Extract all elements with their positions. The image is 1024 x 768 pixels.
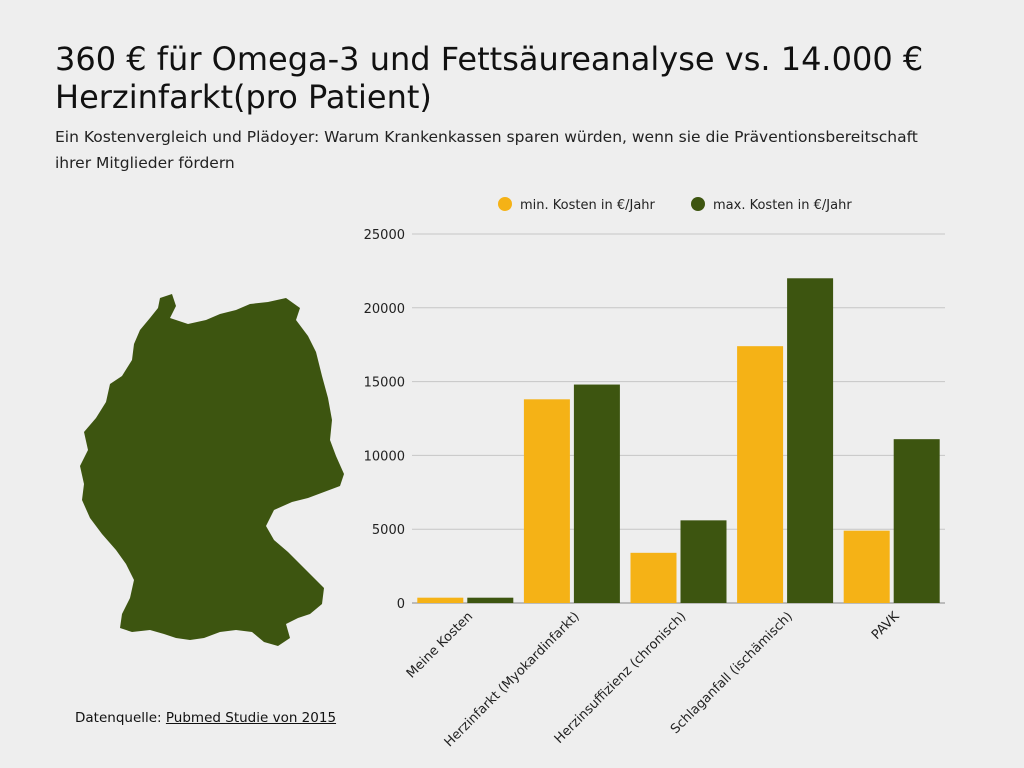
y-tick-label: 25000 (364, 228, 405, 243)
bar (787, 278, 834, 603)
page-title: 360 € für Omega-3 und Fettsäureanalyse v… (55, 40, 924, 116)
y-tick-label: 20000 (364, 302, 405, 317)
bar (893, 439, 940, 603)
legend-label: max. Kosten in €/Jahr (713, 198, 852, 213)
x-tick-label: Schlaganfall (ischämisch) (668, 609, 796, 737)
bar (680, 520, 727, 603)
legend-label: min. Kosten in €/Jahr (520, 198, 656, 213)
bar (417, 597, 464, 603)
x-tick-label: PAVK (869, 609, 903, 643)
source-prefix: Datenquelle: (75, 710, 166, 726)
bar (737, 346, 784, 603)
bar (467, 597, 514, 603)
bar (523, 399, 570, 603)
y-tick-label: 10000 (364, 449, 405, 464)
legend-marker (498, 197, 512, 211)
y-tick-label: 5000 (372, 523, 405, 538)
germany-map-icon (80, 294, 344, 646)
source-note: Datenquelle: Pubmed Studie von 2015 (75, 710, 336, 726)
y-tick-label: 15000 (364, 376, 405, 391)
y-tick-label: 0 (397, 597, 405, 612)
bar (630, 552, 677, 603)
bar (843, 530, 890, 603)
page-subtitle: Ein Kostenvergleich und Plädoyer: Warum … (55, 128, 918, 172)
legend-marker (691, 197, 705, 211)
bar (573, 384, 620, 603)
x-tick-label: Meine Kosten (404, 609, 476, 681)
source-link[interactable]: Pubmed Studie von 2015 (165, 710, 337, 726)
